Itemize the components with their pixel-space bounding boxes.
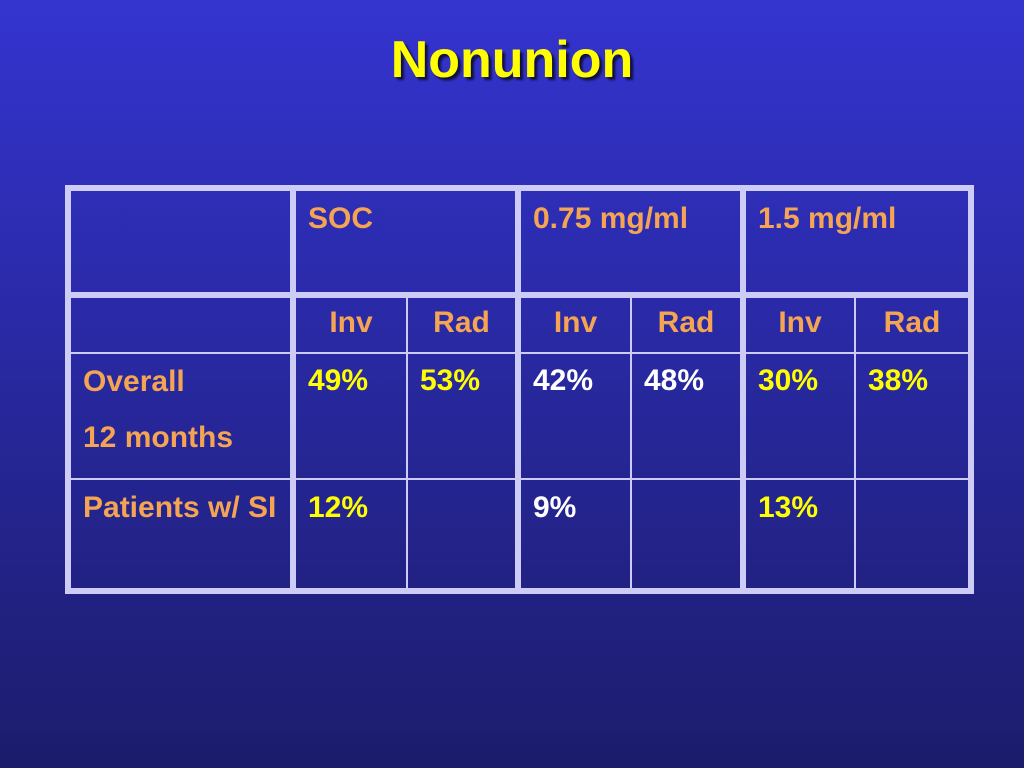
empty-cell [67, 187, 294, 298]
group-header: 1.5 mg/ml [740, 187, 972, 298]
row-label-line: Patients w/ SI [83, 491, 277, 524]
empty-cell [630, 478, 744, 592]
subheader: Rad [630, 294, 744, 354]
subheader: Inv [740, 294, 856, 354]
slide-title: Nonunion [390, 31, 634, 89]
row-label: Patients w/ SI [67, 478, 294, 592]
value-cell: 38% [854, 352, 972, 480]
subheader: Inv [290, 294, 408, 354]
subheader: Rad [406, 294, 519, 354]
row-label-line: 12 months [83, 421, 234, 454]
value-cell: 12% [290, 478, 408, 592]
value-cell: 13% [740, 478, 856, 592]
group-header: SOC [290, 187, 519, 298]
empty-cell [67, 294, 294, 354]
group-header: 0.75 mg/ml [515, 187, 744, 298]
data-row: Overall 12 months 49% 53% 42% 48% 30% 38% [67, 352, 972, 480]
value-cell: 49% [290, 352, 408, 480]
results-table: SOC 0.75 mg/ml 1.5 mg/ml Inv Rad Inv Rad Inv Rad… [65, 185, 974, 594]
value-cell: 53% [406, 352, 519, 480]
subheader: Inv [515, 294, 632, 354]
empty-cell [406, 478, 519, 592]
empty-cell [854, 478, 972, 592]
value-cell: 42% [515, 352, 632, 480]
row-label: Overall 12 months [67, 352, 294, 480]
subheader: Rad [854, 294, 972, 354]
row-label-line: Overall [83, 365, 185, 398]
header-row: SOC 0.75 mg/ml 1.5 mg/ml [67, 187, 972, 298]
value-cell: 30% [740, 352, 856, 480]
value-cell: 48% [630, 352, 744, 480]
data-row: Patients w/ SI 12% 9% 13% [67, 478, 972, 592]
subheader-row: Inv Rad Inv Rad Inv Rad [67, 294, 972, 354]
value-cell: 9% [515, 478, 632, 592]
